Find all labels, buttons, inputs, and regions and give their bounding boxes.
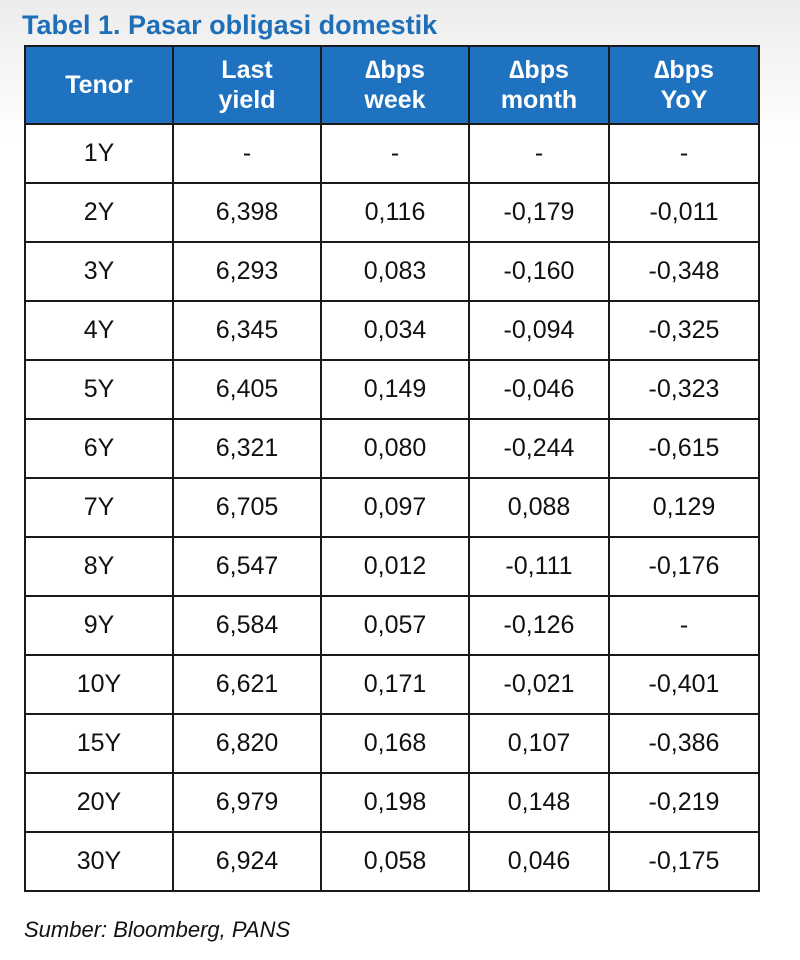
bps-week-cell: 0,171 [320,654,470,715]
bps-week-cell: 0,034 [320,300,470,361]
header-last-yield: Last yield [172,45,322,125]
last-yield-cell: 6,924 [172,831,322,892]
header-tenor: Tenor [24,45,174,125]
table-row: 30Y 6,924 0,058 0,046 -0,175 [24,831,760,892]
bps-yoy-cell: - [608,123,760,184]
bps-yoy-cell: -0,401 [608,654,760,715]
last-yield-cell: 6,293 [172,241,322,302]
bps-month-cell: 0,107 [468,713,610,774]
last-yield-cell: - [172,123,322,184]
bps-yoy-cell: 0,129 [608,477,760,538]
bps-yoy-cell: -0,323 [608,359,760,420]
bps-yoy-cell: - [608,595,760,656]
bps-week-cell: 0,097 [320,477,470,538]
bond-yield-table: Tenor Last yield ∆bps week ∆bps month ∆b… [24,45,760,892]
last-yield-cell: 6,705 [172,477,322,538]
tenor-cell: 15Y [24,713,174,774]
header-row: Tenor Last yield ∆bps week ∆bps month ∆b… [24,45,760,125]
header-bps-yoy: ∆bps YoY [608,45,760,125]
last-yield-cell: 6,820 [172,713,322,774]
tenor-cell: 3Y [24,241,174,302]
bps-month-cell: -0,094 [468,300,610,361]
bps-yoy-cell: -0,615 [608,418,760,479]
tenor-cell: 7Y [24,477,174,538]
bps-yoy-cell: -0,011 [608,182,760,243]
table-row: 1Y - - - - [24,123,760,184]
header-last-yield-line1: Last [221,56,273,84]
bps-yoy-cell: -0,386 [608,713,760,774]
table-row: 8Y 6,547 0,012 -0,111 -0,176 [24,536,760,597]
table-row: 20Y 6,979 0,198 0,148 -0,219 [24,772,760,833]
tenor-cell: 10Y [24,654,174,715]
bps-yoy-cell: -0,176 [608,536,760,597]
header-bps-yoy-line2: YoY [660,86,708,114]
header-bps-week: ∆bps week [320,45,470,125]
tenor-cell: 1Y [24,123,174,184]
bps-month-cell: 0,088 [468,477,610,538]
table-row: 3Y 6,293 0,083 -0,160 -0,348 [24,241,760,302]
table-body: 1Y - - - -2Y 6,398 0,116 -0,179 -0,011 3Y 6,293 0,0… [24,123,760,892]
table-row: 7Y 6,705 0,097 0,088 0,129 [24,477,760,538]
header-bps-month-line2: month [500,86,578,114]
last-yield-cell: 6,321 [172,418,322,479]
last-yield-cell: 6,584 [172,595,322,656]
bps-month-cell: - [468,123,610,184]
header-bps-month: ∆bps month [468,45,610,125]
last-yield-cell: 6,621 [172,654,322,715]
bps-yoy-cell: -0,348 [608,241,760,302]
table-row: 9Y 6,584 0,057 -0,126- [24,595,760,656]
tenor-cell: 8Y [24,536,174,597]
last-yield-cell: 6,345 [172,300,322,361]
bps-week-cell: 0,168 [320,713,470,774]
bps-week-cell: - [320,123,470,184]
tenor-cell: 6Y [24,418,174,479]
bps-yoy-cell: -0,219 [608,772,760,833]
last-yield-cell: 6,398 [172,182,322,243]
bps-month-cell: -0,021 [468,654,610,715]
bps-week-cell: 0,083 [320,241,470,302]
tenor-cell: 2Y [24,182,174,243]
tenor-cell: 4Y [24,300,174,361]
bps-yoy-cell: -0,325 [608,300,760,361]
header-bps-month-line1: ∆bps [509,56,569,84]
table-row: 6Y 6,321 0,080 -0,244 -0,615 [24,418,760,479]
table-row: 15Y 6,820 0,168 0,107 -0,386 [24,713,760,774]
bps-month-cell: 0,046 [468,831,610,892]
header-bps-yoy-line1: ∆bps [654,56,714,84]
table-title: Tabel 1. Pasar obligasi domestik [22,10,438,40]
table-row: 10Y 6,621 0,171 -0,021 -0,401 [24,654,760,715]
tenor-cell: 5Y [24,359,174,420]
tenor-cell: 9Y [24,595,174,656]
header-last-yield-line2: yield [218,86,276,114]
header-tenor-line1: Tenor [65,71,133,99]
header-bps-week-line1: ∆bps [365,56,425,84]
bps-month-cell: -0,160 [468,241,610,302]
table-header: Tenor Last yield ∆bps week ∆bps month ∆b… [24,45,760,125]
bps-week-cell: 0,116 [320,182,470,243]
tenor-cell: 20Y [24,772,174,833]
bps-week-cell: 0,149 [320,359,470,420]
source-note: Sumber: Bloomberg, PANS [24,917,291,942]
table-row: 5Y 6,405 0,149 -0,046 -0,323 [24,359,760,420]
last-yield-cell: 6,405 [172,359,322,420]
bps-month-cell: 0,148 [468,772,610,833]
bps-month-cell: -0,126 [468,595,610,656]
last-yield-cell: 6,547 [172,536,322,597]
last-yield-cell: 6,979 [172,772,322,833]
table-row: 2Y 6,398 0,116 -0,179 -0,011 [24,182,760,243]
bps-month-cell: -0,111 [468,536,610,597]
bps-week-cell: 0,198 [320,772,470,833]
bps-month-cell: -0,046 [468,359,610,420]
bps-week-cell: 0,057 [320,595,470,656]
bps-month-cell: -0,244 [468,418,610,479]
bps-week-cell: 0,058 [320,831,470,892]
bps-week-cell: 0,080 [320,418,470,479]
bps-yoy-cell: -0,175 [608,831,760,892]
bps-month-cell: -0,179 [468,182,610,243]
header-bps-week-line2: week [364,86,426,114]
tenor-cell: 30Y [24,831,174,892]
table-row: 4Y 6,345 0,034 -0,094 -0,325 [24,300,760,361]
bps-week-cell: 0,012 [320,536,470,597]
